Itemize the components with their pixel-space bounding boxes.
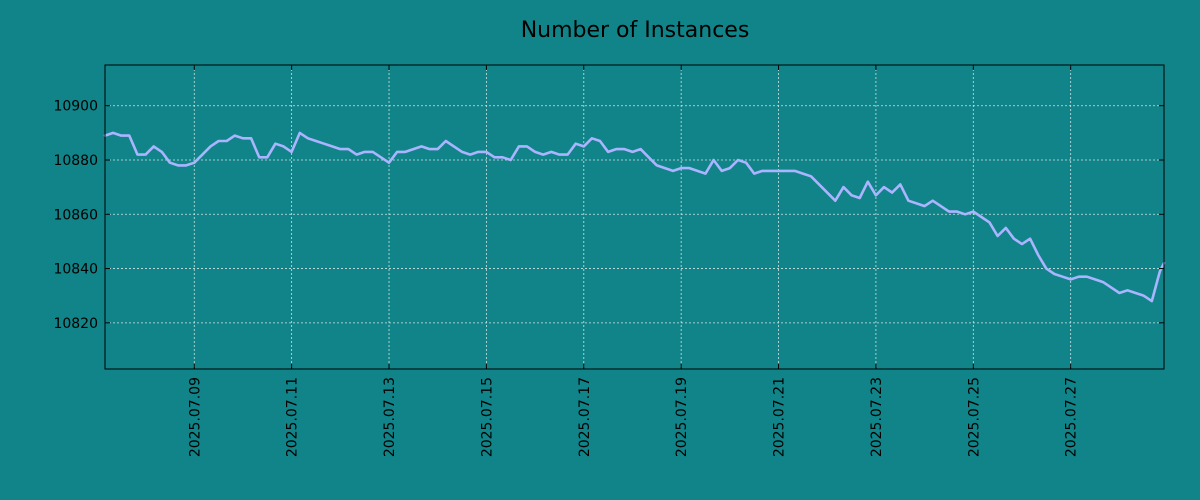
y-axis-tick-labels: 10820 10840 10860 10880 10900 bbox=[53, 99, 98, 332]
data-series bbox=[103, 131, 1166, 303]
x-tick-label: 2025.07.15 bbox=[479, 377, 495, 457]
y-tick-label: 10820 bbox=[53, 316, 98, 332]
x-tick-label: 2025.07.17 bbox=[577, 377, 593, 457]
x-tick-label: 2025.07.13 bbox=[382, 377, 398, 457]
x-axis-tick-labels: 2025.07.09 2025.07.11 2025.07.13 2025.07.15… bbox=[187, 377, 1079, 457]
x-tick-label: 2025.07.21 bbox=[772, 377, 788, 457]
axis-ticks bbox=[105, 65, 1164, 369]
x-tick-label: 2025.07.09 bbox=[187, 377, 203, 457]
x-tick-label: 2025.07.19 bbox=[674, 377, 690, 457]
x-tick-label: 2025.07.23 bbox=[869, 377, 885, 457]
x-tick-label: 2025.07.11 bbox=[285, 377, 301, 457]
y-tick-label: 10900 bbox=[53, 99, 98, 115]
y-tick-label: 10840 bbox=[53, 262, 98, 278]
x-tick-label: 2025.07.25 bbox=[966, 377, 982, 457]
grid-lines bbox=[105, 65, 1164, 369]
x-tick-label: 2025.07.27 bbox=[1064, 377, 1080, 457]
chart-title: Number of Instances bbox=[521, 18, 750, 43]
y-tick-label: 10860 bbox=[53, 207, 98, 223]
series-line bbox=[103, 131, 1166, 303]
y-tick-label: 10880 bbox=[53, 153, 98, 169]
plot-area-frame bbox=[104, 64, 1165, 370]
